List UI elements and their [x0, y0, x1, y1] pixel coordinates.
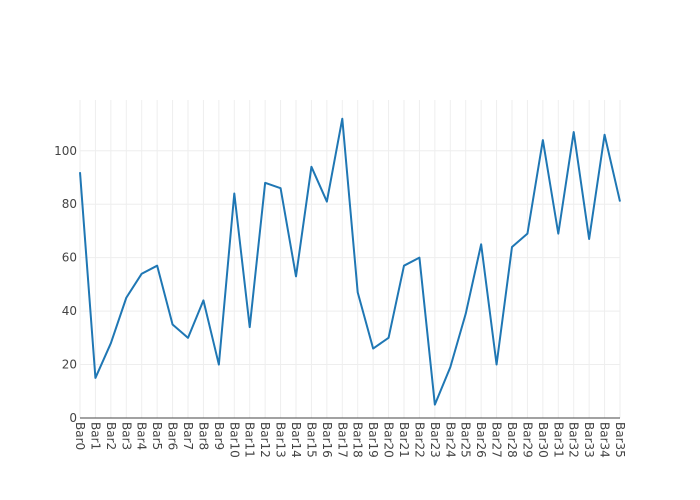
x-tick-label: Bar22: [412, 422, 426, 458]
x-tick-label: Bar35: [613, 422, 627, 458]
x-tick-label: Bar6: [166, 422, 180, 450]
y-tick-label: 100: [54, 144, 77, 158]
series-layer: [79, 117, 621, 406]
x-tick-label: Bar18: [351, 422, 365, 458]
x-tick-label: Bar1: [88, 422, 102, 450]
x-tick-label: Bar29: [520, 422, 534, 458]
x-tick-label: Bar9: [212, 422, 226, 450]
x-tick-label: Bar25: [459, 422, 473, 458]
tick-labels: 0 20 40 60 80 100 Bar0 Bar1 Bar2 Bar3 Bar4 Bar5 Bar6…: [54, 144, 627, 458]
x-tick-label: Bar0: [73, 422, 87, 450]
x-tick-label: Bar5: [150, 422, 164, 450]
x-tick-label: Bar3: [119, 422, 133, 450]
x-tick-label: Bar19: [366, 422, 380, 458]
x-tick-label: Bar15: [304, 422, 318, 458]
y-tick-label: 60: [62, 251, 77, 265]
x-tick-label: Bar33: [582, 422, 596, 458]
y-tick-label: 80: [62, 197, 77, 211]
x-tick-label: Bar21: [397, 422, 411, 458]
x-tick-label: Bar32: [567, 422, 581, 458]
x-tick-label: Bar16: [320, 422, 334, 458]
x-tick-label: Bar2: [104, 422, 118, 450]
x-tick-label: Bar17: [335, 422, 349, 458]
x-tick-label: Bar13: [274, 422, 288, 458]
x-tick-label: Bar10: [227, 422, 241, 458]
x-tick-label: Bar34: [598, 422, 612, 458]
x-tick-label: Bar8: [196, 422, 210, 450]
x-tick-label: Bar7: [181, 422, 195, 450]
x-tick-label: Bar28: [505, 422, 519, 458]
y-tick-label: 20: [62, 358, 77, 372]
x-tick-label: Bar23: [428, 422, 442, 458]
x-tick-label: Bar26: [474, 422, 488, 458]
x-tick-label: Bar31: [551, 422, 565, 458]
y-tick-label: 40: [62, 304, 77, 318]
series-line: [79, 117, 621, 406]
x-tick-label: Bar30: [536, 422, 550, 458]
x-tick-label: Bar11: [243, 422, 257, 458]
x-tick-label: Bar12: [258, 422, 272, 458]
x-tick-label: Bar4: [135, 422, 149, 450]
x-tick-label: Bar14: [289, 422, 303, 458]
grid: [79, 100, 621, 418]
x-tick-label: Bar20: [382, 422, 396, 458]
x-tick-label: Bar24: [443, 422, 457, 458]
x-tick-label: Bar27: [490, 422, 504, 458]
y-tick-label: 0: [69, 411, 77, 425]
